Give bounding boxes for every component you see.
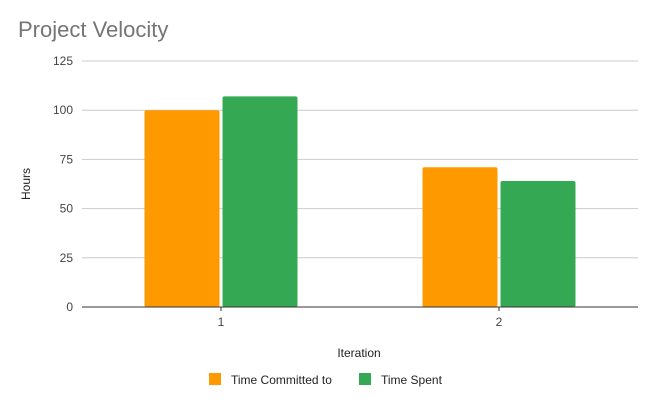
y-tick-label: 100 xyxy=(53,103,73,117)
bar-time-spent-iteration-1 xyxy=(222,96,298,307)
legend-swatch-time-spent xyxy=(359,373,371,385)
y-axis-title: Hours xyxy=(19,168,33,200)
y-tick-label: 75 xyxy=(60,152,74,166)
y-tick-label: 0 xyxy=(66,300,73,314)
bar-time-committed-iteration-2 xyxy=(422,167,498,307)
bars xyxy=(144,96,576,307)
chart-title: Project Velocity xyxy=(18,17,168,42)
legend-label-time-committed: Time Committed to xyxy=(231,373,332,387)
bar-time-committed-iteration-1 xyxy=(144,110,220,307)
legend-label-time-spent: Time Spent xyxy=(381,373,443,387)
y-tick-label: 125 xyxy=(53,54,73,68)
x-tick-label: 1 xyxy=(218,315,225,329)
legend: Time Committed to Time Spent xyxy=(209,373,443,387)
y-tick-label: 50 xyxy=(60,202,74,216)
legend-swatch-time-committed xyxy=(209,373,221,385)
bar-time-spent-iteration-2 xyxy=(500,181,576,307)
y-axis-ticks: 0 25 50 75 100 125 xyxy=(53,54,73,314)
x-axis-title: Iteration xyxy=(337,346,380,360)
x-tick-label: 2 xyxy=(496,315,503,329)
y-tick-label: 25 xyxy=(60,251,74,265)
